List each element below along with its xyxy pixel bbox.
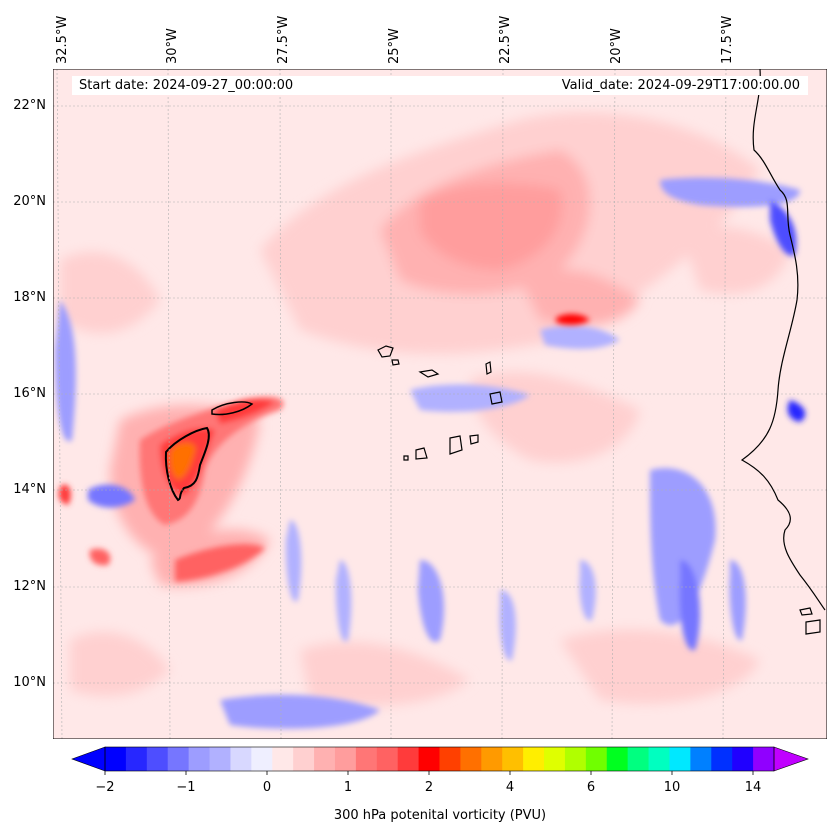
lat-label: 20°N — [13, 194, 46, 209]
lat-label: 14°N — [13, 482, 46, 497]
pv-contour — [211, 401, 254, 416]
colorbar-segment — [460, 747, 482, 771]
lon-label: 25°W — [387, 28, 402, 64]
lat-label: 12°N — [13, 579, 46, 594]
colorbar-segment — [251, 747, 273, 771]
colorbar-segment — [188, 747, 211, 771]
colorbar-title: 300 hPa potenital vorticity (PVU) — [333, 808, 547, 823]
colorbar-segment — [523, 747, 545, 771]
colorbar-segment — [585, 747, 608, 771]
graticule — [53, 69, 827, 739]
valid-date-label: Valid_date: 2024-09-29T17:00:00.00 — [561, 78, 800, 93]
colorbar-tick: −1 — [176, 780, 196, 795]
colorbar-tick: 1 — [343, 780, 353, 795]
lon-label: 32.5°W — [55, 15, 70, 64]
lat-label: 16°N — [13, 386, 46, 401]
colorbar-segment — [376, 747, 399, 771]
colorbar-segment — [439, 747, 461, 771]
colorbar-segment — [146, 747, 169, 771]
lon-label: 27.5°W — [276, 15, 291, 64]
colorbar-tick: 6 — [586, 780, 596, 795]
colorbar-segment — [732, 747, 754, 771]
cape-verde-islands — [377, 345, 821, 635]
colorbar-segment — [564, 747, 587, 771]
colorbar-tick: 4 — [505, 780, 515, 795]
colorbar-tick: 10 — [663, 780, 681, 795]
map-plot-area — [53, 69, 827, 739]
lon-label: 17.5°W — [720, 15, 735, 64]
colorbar-segment — [314, 747, 336, 771]
colorbar-frame — [104, 746, 775, 772]
lon-label: 22.5°W — [498, 15, 513, 64]
colorbar-tick: −2 — [95, 780, 115, 795]
colorbar-segment — [397, 747, 420, 771]
colorbar-segment — [627, 747, 650, 771]
lon-label: 20°W — [609, 28, 624, 64]
lat-label: 18°N — [13, 290, 46, 305]
start-date-label: Start date: 2024-09-27_00:00:00 — [79, 78, 294, 93]
lat-label: 22°N — [13, 98, 46, 113]
date-header-box — [72, 76, 808, 95]
colorbar-segment — [334, 747, 357, 771]
colorbar-tick: 14 — [744, 780, 762, 795]
colorbar-segment — [481, 747, 503, 771]
coastline — [740, 69, 826, 611]
colorbar-segment — [125, 747, 148, 771]
pv-contour — [164, 426, 210, 502]
colorbar — [71, 746, 809, 775]
pv-maximum-feature — [58, 314, 590, 582]
colorbar-segment — [711, 747, 733, 771]
colorbar-segment — [544, 747, 566, 771]
colorbar-segment — [606, 747, 629, 771]
colorbar-over-extension — [773, 746, 809, 772]
colorbar-segment — [293, 747, 315, 771]
colorbar-tick: 2 — [424, 780, 434, 795]
colorbar-segment — [105, 747, 127, 771]
colorbar-under-extension — [71, 746, 106, 772]
colorbar-segment — [355, 747, 378, 771]
colorbar-tick: 0 — [262, 780, 272, 795]
colorbar-segment — [418, 747, 440, 771]
lat-label: 10°N — [13, 675, 46, 690]
lon-label: 30°W — [165, 28, 180, 64]
colorbar-segment — [669, 747, 691, 771]
colorbar-segment — [272, 747, 294, 771]
colorbar-segment — [753, 747, 775, 771]
colorbar-segment — [230, 747, 252, 771]
pv-negative-field — [55, 177, 806, 729]
colorbar-segment — [690, 747, 712, 771]
colorbar-segment — [502, 747, 524, 771]
colorbar-segment — [167, 747, 190, 771]
colorbar-segment — [209, 747, 231, 771]
colorbar-segment — [648, 747, 670, 771]
